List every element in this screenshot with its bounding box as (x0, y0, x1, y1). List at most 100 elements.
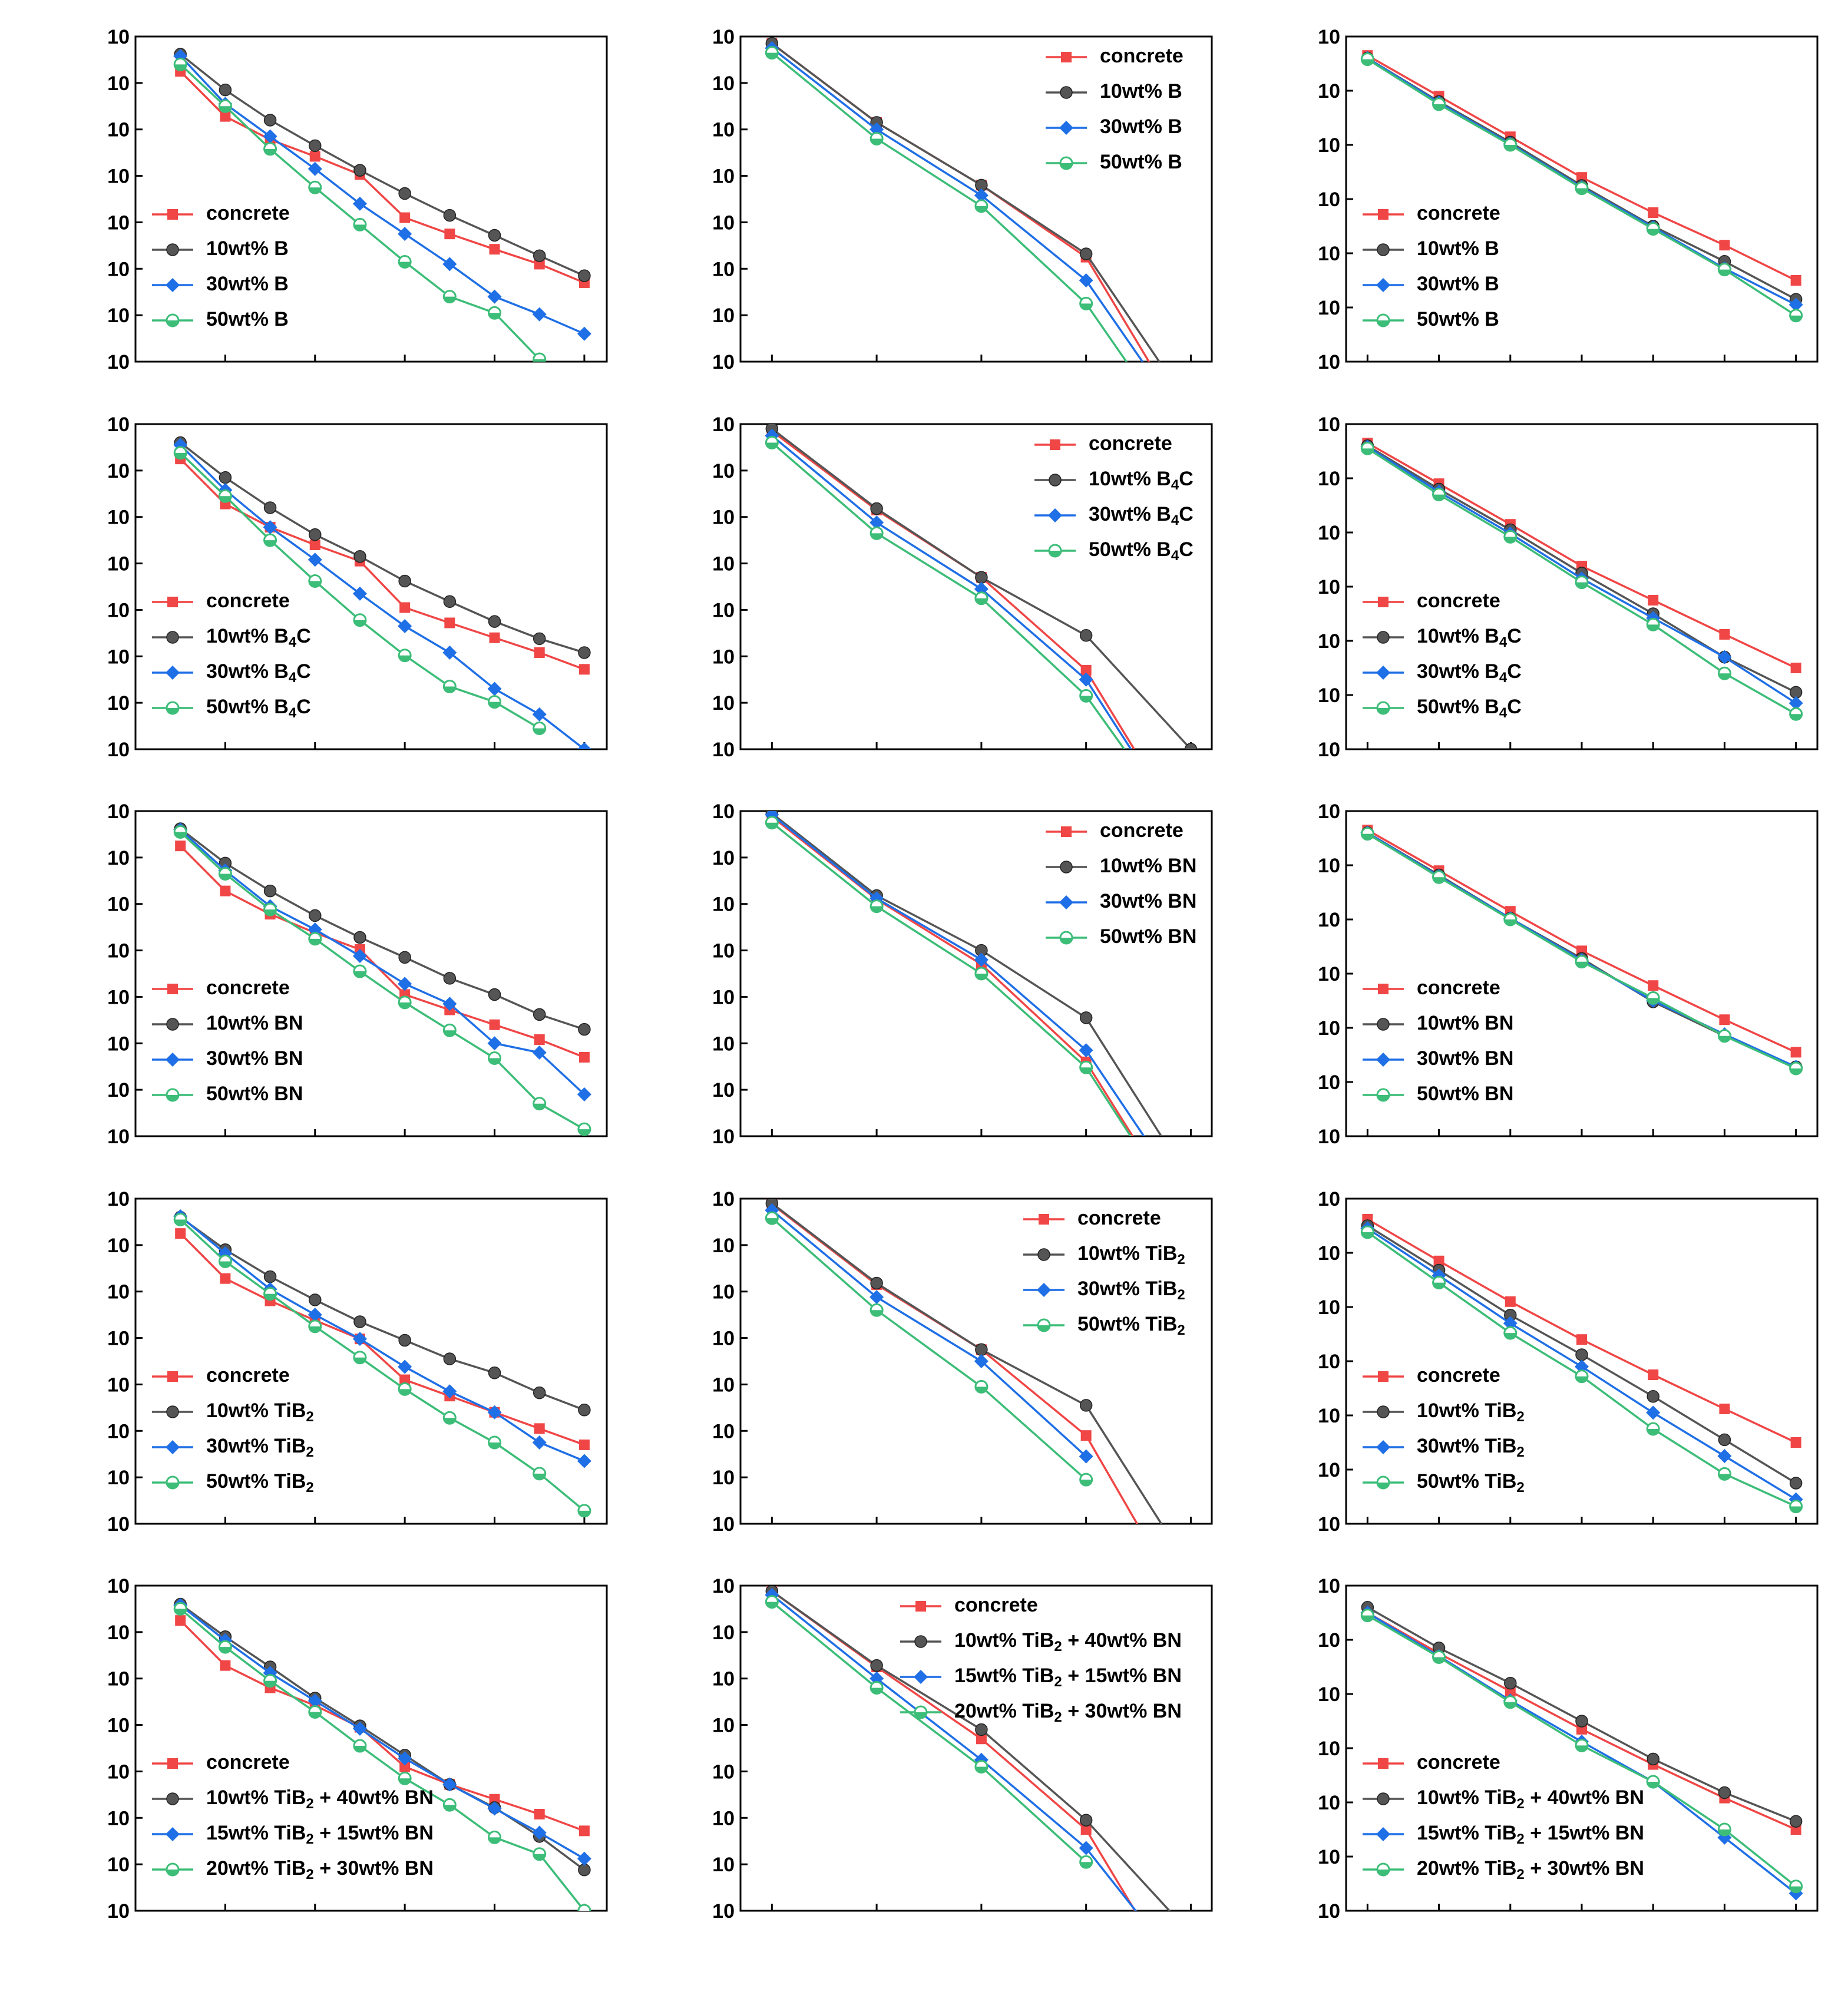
marker-fill (871, 1688, 882, 1693)
marker-fill (1648, 998, 1659, 1004)
data-point (1719, 1403, 1730, 1414)
legend-text-part: concrete (206, 1751, 290, 1774)
data-point (399, 212, 411, 223)
legend-text-part: 20wt% TiB (1417, 1857, 1516, 1880)
legend-text-part: 30wt% BN (1417, 1047, 1513, 1070)
marker-fill (1362, 448, 1373, 454)
legend-text-part: 10wt% B (1089, 468, 1171, 490)
legend-label: 30wt% TiB2 (1077, 1278, 1185, 1303)
subscript: 4 (289, 634, 297, 650)
data-point (1646, 1775, 1660, 1789)
marker-fill (175, 452, 186, 458)
chart-panel-row3-right: 10 10 10 10 10 10 10 concrete 10wt% BN 30wt% BN 50… (1318, 800, 1819, 1148)
data-point (1503, 138, 1518, 152)
subscript: 2 (1177, 1252, 1185, 1268)
legend-text-part: C (1179, 468, 1194, 490)
marker-fill (976, 206, 987, 211)
legend-label: 50wt% B (1100, 151, 1182, 173)
plot-frame (134, 423, 608, 750)
data-point (443, 1352, 457, 1365)
data-point (577, 1122, 591, 1136)
y-tick-label: 10 (1318, 576, 1340, 598)
data-point (578, 1023, 591, 1036)
legend-text-part: 50wt% B (206, 308, 289, 330)
y-tick-label: 10 (1318, 297, 1340, 319)
data-point (1433, 1255, 1444, 1266)
plot-frame (739, 423, 1213, 750)
legend-swatch-marker (1059, 895, 1073, 909)
marker-fill (871, 138, 882, 144)
data-point (974, 199, 989, 213)
legend-swatch-marker (167, 1371, 178, 1382)
data-point (1719, 628, 1730, 640)
data-point (578, 269, 591, 282)
y-tick-label: 10 (107, 305, 130, 327)
marker-fill (1061, 938, 1072, 943)
marker-fill (1719, 269, 1730, 275)
plot-frame (134, 810, 608, 1137)
legend-label: 30wt% BN (206, 1047, 303, 1070)
legend-swatch-marker (1378, 1758, 1389, 1769)
y-tick-label: 10 (107, 1033, 130, 1055)
data-point (1717, 1822, 1731, 1837)
legend-text-part: + 15wt% BN (314, 1822, 434, 1844)
data-point (444, 229, 455, 240)
data-point (308, 552, 322, 567)
legend-swatch-marker (1376, 1088, 1390, 1102)
legend-swatch-marker (1376, 1827, 1390, 1841)
marker-fill (1080, 696, 1092, 702)
data-point (398, 574, 411, 588)
subscript: 2 (1054, 1674, 1062, 1690)
data-point (1503, 530, 1518, 544)
y-tick-base: 10 (712, 1715, 735, 1737)
legend-text-part: 30wt% TiB (1417, 1435, 1516, 1457)
legend: concrete 10wt% B 30wt% B 50wt% B (1046, 45, 1183, 173)
y-tick-base: 10 (107, 1033, 130, 1055)
y-tick-base: 10 (712, 1807, 735, 1829)
y-tick-label: 10 (107, 1513, 130, 1536)
y-tick-base: 10 (107, 940, 130, 962)
data-point (1079, 1841, 1093, 1855)
plot-frame (739, 810, 1213, 1137)
legend-text-part: C (1179, 538, 1194, 561)
data-point (1505, 1296, 1516, 1307)
y-tick-label: 10 (712, 1079, 735, 1101)
y-tick-label: 10 (712, 646, 735, 668)
data-point (1719, 240, 1730, 251)
legend-text-part: 10wt% B (1417, 625, 1499, 647)
marker-fill (220, 106, 231, 112)
legend-label: 10wt% TiB2 (206, 1399, 314, 1425)
legend-text-part: concrete (1417, 1751, 1500, 1774)
y-tick-base: 10 (107, 894, 130, 916)
y-tick-label: 10 (107, 26, 130, 48)
y-tick-label: 10 (712, 507, 735, 529)
data-point (1646, 1422, 1660, 1436)
y-tick-base: 10 (107, 986, 130, 1008)
data-point (533, 352, 547, 362)
data-point (353, 164, 366, 177)
data-point (533, 1097, 547, 1111)
legend-swatch-marker (914, 1635, 927, 1648)
marker-fill (534, 359, 545, 362)
data-point (443, 595, 457, 608)
data-point (578, 1825, 590, 1837)
data-point (398, 1771, 412, 1785)
y-tick-label: 10 (712, 1374, 735, 1396)
y-tick-base: 10 (107, 460, 130, 482)
marker-fill (220, 496, 231, 502)
legend-swatch-marker (1061, 826, 1072, 837)
y-tick-label: 10 (1318, 1017, 1340, 1040)
y-tick-label: 10 (1318, 1513, 1340, 1536)
marker-fill (1648, 1782, 1659, 1788)
legend-text-part: concrete (1417, 1364, 1500, 1387)
marker-fill (489, 702, 500, 707)
legend-swatch-marker (1048, 508, 1062, 522)
y-tick-base: 10 (712, 646, 735, 668)
legend-label: concrete (1100, 819, 1183, 842)
data-point (399, 1374, 411, 1385)
data-point (220, 111, 231, 122)
legend-text-part: 30wt% TiB (1077, 1278, 1177, 1300)
y-tick-base: 10 (712, 413, 735, 436)
